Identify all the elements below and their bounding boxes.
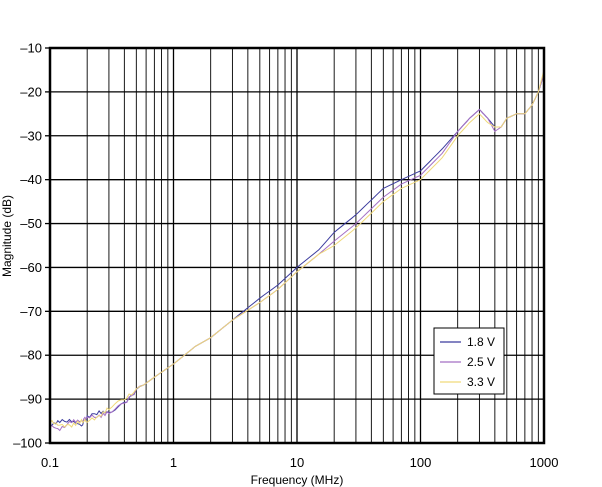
plot-frame bbox=[48, 46, 546, 445]
y-tick-label: –50 bbox=[20, 216, 42, 231]
y-tick-label: –10 bbox=[20, 41, 42, 56]
grid-minor bbox=[86, 48, 539, 443]
x-tick-label: 0.1 bbox=[41, 455, 59, 470]
x-tick-labels: 0.1 1 10 100 1000 bbox=[41, 455, 559, 470]
y-tick-label: –80 bbox=[20, 348, 42, 363]
legend-label: 3.3 V bbox=[467, 375, 495, 389]
legend-box bbox=[433, 327, 505, 395]
y-tick-label: –30 bbox=[20, 128, 42, 143]
series-line bbox=[49, 69, 545, 428]
series-layer bbox=[49, 69, 545, 432]
x-tick-label: 1 bbox=[170, 455, 177, 470]
y-tick-label: –40 bbox=[20, 172, 42, 187]
legend-label: 1.8 V bbox=[467, 335, 495, 349]
y-tick-label: –60 bbox=[20, 260, 42, 275]
y-tick-label: –100 bbox=[13, 436, 42, 451]
y-tick-label: –70 bbox=[20, 304, 42, 319]
x-tick-label: 10 bbox=[290, 455, 304, 470]
x-tick-label: 1000 bbox=[530, 455, 559, 470]
y-tick-labels: –10 –20 –30 –40 –50 –60 –70 –80 –90 –100 bbox=[13, 41, 42, 451]
y-tick-label: –20 bbox=[20, 84, 42, 99]
x-tick-label: 100 bbox=[410, 455, 432, 470]
y-axis-title: Magnitude (dB) bbox=[0, 195, 14, 277]
legend-label: 2.5 V bbox=[467, 355, 495, 369]
x-axis-title: Frequency (MHz) bbox=[251, 473, 344, 487]
y-tick-label: –90 bbox=[20, 392, 42, 407]
legend: 1.8 V 2.5 V 3.3 V bbox=[433, 327, 505, 395]
